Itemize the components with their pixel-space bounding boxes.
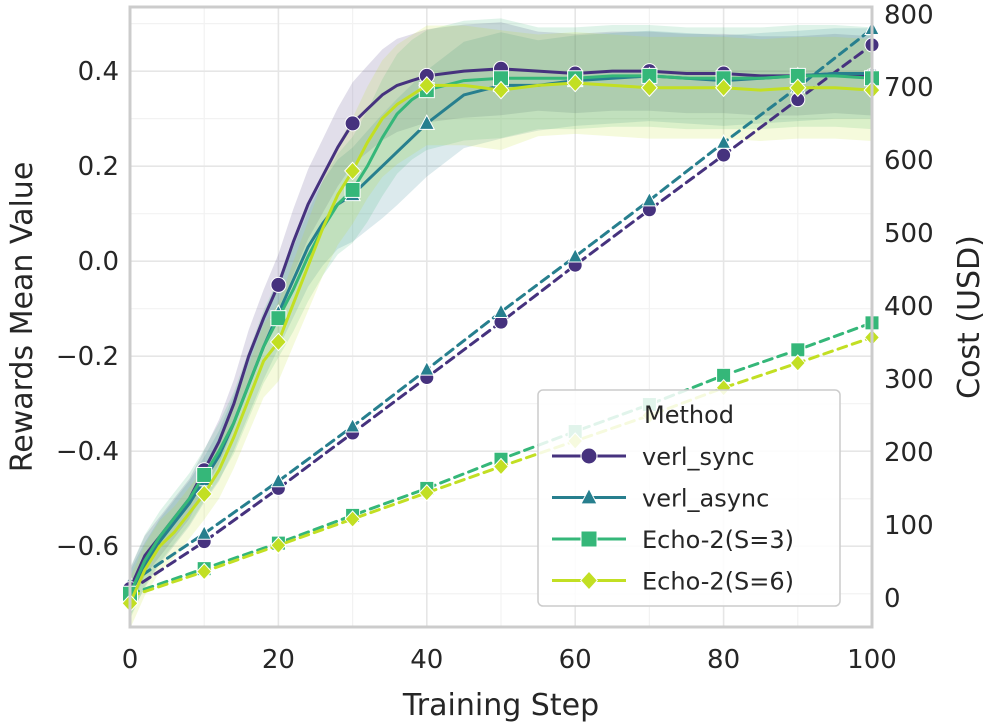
reward-band-verl_sync (130, 22, 872, 609)
y2-tick-label: 200 (884, 438, 934, 468)
x-tick-label: 80 (707, 645, 740, 675)
reward-lines (121, 60, 881, 613)
legend-entries: verl_sync verl_async Echo-2(S=3) Echo-2(S=6… (552, 443, 794, 596)
legend-marker-verl_sync (580, 447, 598, 465)
legend-label-Echo-2(S=6): Echo-2(S=6) (642, 568, 794, 596)
reward-marker-Echo-2(S=6) (418, 76, 436, 95)
reward-line-verl_sync (128, 67, 873, 590)
y2-tick-label: 500 (884, 219, 934, 249)
y-tick-label: 0.0 (78, 247, 119, 277)
legend-box (537, 389, 841, 607)
cost-marker-verl_async (493, 303, 509, 318)
legend-marker-Echo-2(S=3) (580, 530, 598, 548)
reward-marker-Echo-2(S=6) (640, 78, 658, 98)
cost-marker-Echo-2(S=6) (492, 457, 510, 476)
reward-marker-verl_sync (270, 276, 287, 293)
x-tick-label: 20 (262, 645, 295, 675)
y2-tick-labels: 0 100 200 300 400 500 600 700 800 (884, 0, 934, 614)
cost-marker-verl_sync (716, 147, 732, 163)
cost-marker-verl_async (270, 472, 287, 488)
cost-marker-verl_async (196, 524, 213, 540)
y-tick-label: −0.2 (56, 342, 119, 372)
y2-tick-label: 400 (884, 292, 934, 322)
reward-marker-verl_sync (344, 115, 361, 132)
reward-marker-Echo-2(S=6) (195, 484, 213, 504)
reward-marker-Echo-2(S=3) (344, 181, 361, 198)
cost-marker-Echo-2(S=6) (196, 562, 213, 581)
reward-marker-Echo-2(S=6) (789, 78, 807, 98)
x-tick-labels: 0 20 40 60 80 100 (122, 645, 897, 675)
cost-marker-verl_async (715, 133, 732, 149)
y2-tick-label: 800 (884, 0, 934, 30)
cost-marker-Echo-2(S=6) (789, 354, 806, 372)
reward-marker-Echo-2(S=6) (715, 78, 733, 98)
y-tick-label: 0.2 (78, 152, 119, 182)
y-tick-labels: −0.6 −0.4 −0.2 0.0 0.2 0.4 (56, 57, 119, 562)
legend-label-verl_sync: verl_sync (642, 443, 755, 471)
reward-marker-Echo-2(S=3) (270, 310, 287, 327)
legend-marker-Echo-2(S=6) (579, 570, 599, 591)
y2-axis-title: Cost (USD) (952, 235, 987, 399)
y-tick-label: −0.4 (56, 437, 119, 467)
cost-marker-verl_async (344, 417, 361, 433)
reward-marker-Echo-2(S=6) (566, 73, 584, 93)
plot-frame (128, 5, 874, 629)
x-tick-label: 0 (122, 645, 139, 675)
reward-marker-verl_async (418, 114, 436, 130)
reward-marker-Echo-2(S=6) (344, 161, 362, 181)
x-axis-title: Training Step (402, 688, 599, 723)
y2-tick-label: 300 (884, 365, 934, 395)
cost-marker-verl_async (567, 247, 584, 263)
reward-marker-Echo-2(S=3) (196, 466, 213, 483)
cost-marker-verl_async (418, 360, 435, 376)
legend-label-Echo-2(S=3): Echo-2(S=3) (642, 526, 794, 554)
cost-marker-Echo-2(S=6) (344, 510, 361, 528)
legend-label-verl_async: verl_async (642, 485, 769, 513)
y2-tick-label: 600 (884, 146, 934, 176)
cost-marker-Echo-2(S=6) (418, 483, 435, 502)
cost-marker-verl_async (641, 191, 658, 207)
x-tick-label: 100 (847, 645, 897, 675)
legend-title: Method (644, 401, 734, 429)
x-tick-label: 40 (410, 645, 443, 675)
y2-tick-label: 0 (884, 584, 901, 614)
y2-tick-label: 100 (884, 511, 934, 541)
y2-tick-label: 700 (884, 73, 934, 103)
y-axis-title: Rewards Mean Value (5, 162, 40, 473)
y-tick-label: −0.6 (56, 532, 119, 562)
reward-marker-Echo-2(S=6) (269, 332, 287, 352)
reward-line-Echo-2(S=6) (128, 81, 873, 604)
legend: Method verl_sync verl_async Echo-2(S=3) Ech… (537, 389, 841, 607)
cost-marker-Echo-2(S=6) (270, 536, 287, 555)
x-tick-label: 60 (559, 645, 592, 675)
legend-marker-verl_async (580, 487, 598, 505)
reward-marker-Echo-2(S=6) (492, 80, 510, 100)
y-tick-label: 0.4 (78, 57, 119, 87)
